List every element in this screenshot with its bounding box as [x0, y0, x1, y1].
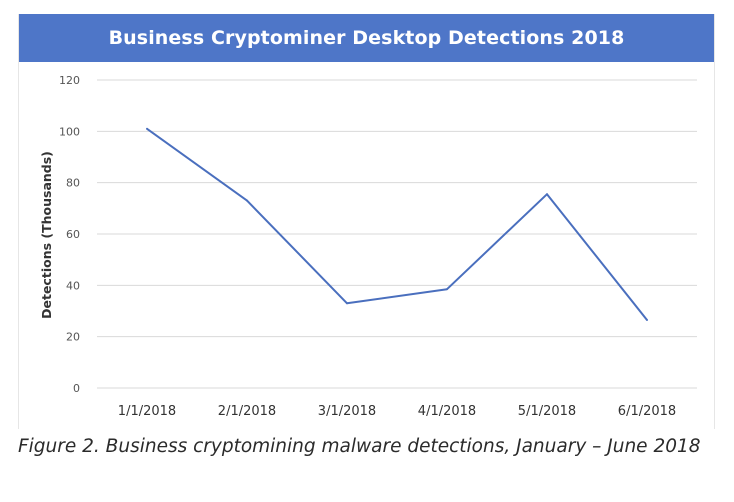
series-group — [146, 127, 648, 321]
x-axis-ticks: 1/1/2018 2/1/2018 3/1/2018 4/1/2018 5/1/2018… — [118, 404, 676, 419]
data-point — [646, 318, 648, 321]
data-point — [446, 288, 448, 291]
data-point — [546, 193, 548, 196]
x-tick-label: 5/1/2018 — [518, 404, 576, 419]
data-point — [146, 127, 148, 130]
y-tick-label: 20 — [66, 331, 80, 344]
y-axis-ticks: 0 20 40 60 80 100 120 — [59, 74, 80, 395]
y-axis-label: Detections (Thousands) — [39, 151, 54, 319]
chart-title: Business Cryptominer Desktop Detections … — [19, 14, 714, 62]
data-point — [246, 199, 248, 202]
x-tick-label: 3/1/2018 — [318, 404, 376, 419]
x-tick-label: 4/1/2018 — [418, 404, 476, 419]
y-tick-label: 120 — [59, 74, 80, 87]
series-line — [146, 127, 648, 321]
x-tick-label: 6/1/2018 — [618, 404, 676, 419]
y-tick-label: 0 — [73, 382, 80, 395]
chart-plot-area: 0 20 40 60 80 100 120 1/1/2018 2/1/2018 3/1/2018… — [39, 74, 697, 419]
figure-caption: Figure 2. Business cryptomining malware … — [18, 436, 701, 457]
y-tick-label: 100 — [59, 125, 80, 138]
x-tick-label: 2/1/2018 — [218, 404, 276, 419]
y-tick-label: 40 — [66, 279, 80, 292]
x-tick-label: 1/1/2018 — [118, 404, 176, 419]
y-tick-label: 80 — [66, 177, 80, 190]
chart-container: Business Cryptominer Desktop Detections … — [18, 14, 715, 429]
y-tick-label: 60 — [66, 228, 80, 241]
gridlines — [97, 79, 697, 389]
data-point — [346, 302, 348, 305]
